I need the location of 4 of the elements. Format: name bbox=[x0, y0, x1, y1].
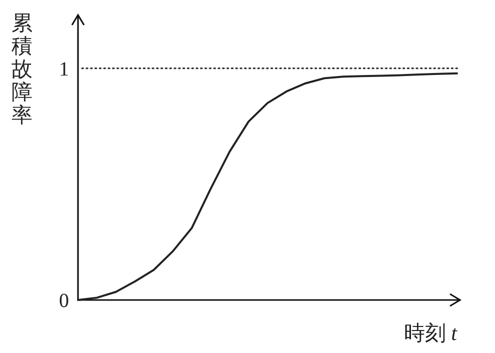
y-tick-label: 1 bbox=[59, 58, 69, 80]
x-axis-title: 時刻 t bbox=[404, 321, 458, 345]
y-axis-title: 累積故障率 bbox=[12, 11, 32, 127]
y-tick-label: 0 bbox=[59, 290, 69, 312]
